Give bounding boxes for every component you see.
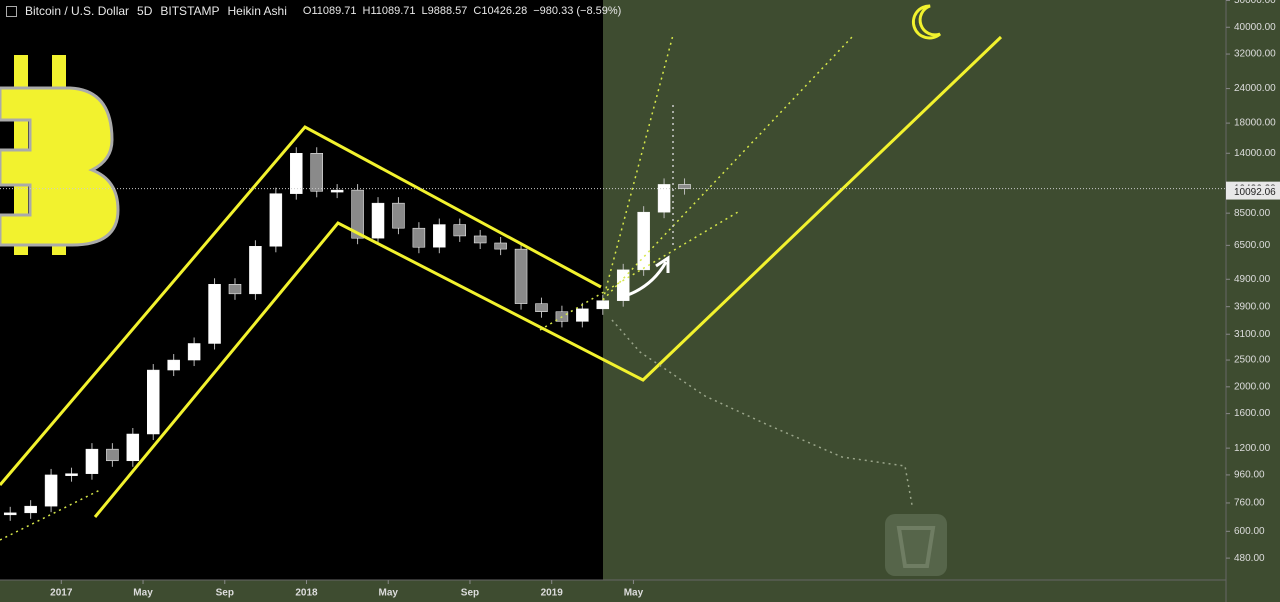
candle-body (187, 343, 201, 361)
symbol-name: Bitcoin / U.S. Dollar (25, 4, 130, 18)
y-tick-label: 3900.00 (1234, 301, 1271, 312)
candle-body (576, 308, 589, 322)
y-tick-label: 2000.00 (1234, 381, 1271, 392)
candle-body (147, 369, 160, 435)
candle-body (310, 153, 323, 192)
x-tick-label: 2017 (50, 588, 73, 599)
candle-body (678, 184, 691, 189)
candle-body (228, 284, 242, 295)
projection-line (602, 34, 674, 301)
y-tick-label: 480.00 (1234, 553, 1265, 564)
change: −980.33 (−8.59%) (533, 5, 622, 17)
marker-price-label: 10092.06 (1234, 187, 1276, 198)
candle-body (85, 448, 99, 474)
projection-line (602, 36, 853, 301)
y-tick-label: 18000.00 (1234, 118, 1276, 129)
close: C10426.28 (473, 5, 528, 17)
candle-body (637, 211, 650, 271)
y-tick-label: 6500.00 (1234, 240, 1271, 251)
candle-body (657, 184, 671, 213)
candle-body (249, 246, 262, 295)
candle-body (351, 189, 364, 239)
drawings (0, 35, 1003, 518)
y-tick-label: 1600.00 (1234, 408, 1271, 419)
exchange: BITSTAMP (160, 4, 220, 18)
candle-body (433, 224, 446, 248)
dotted-projections (0, 34, 913, 541)
y-tick-label: 3100.00 (1234, 329, 1271, 340)
moon-icon (911, 4, 941, 40)
y-tick-label: 600.00 (1234, 526, 1265, 537)
x-tick-label: May (379, 588, 399, 599)
channel-line (93, 35, 1003, 518)
high: H11089.71 (362, 5, 416, 17)
y-tick-label: 760.00 (1234, 498, 1265, 509)
projection-zone (603, 0, 1226, 580)
y-tick-label: 960.00 (1234, 470, 1265, 481)
candle-body (371, 202, 385, 239)
candle-body (412, 227, 426, 248)
x-tick-label: Sep (216, 588, 234, 599)
candle-body (269, 193, 283, 247)
candle-body (473, 235, 487, 244)
open: O11089.71 (302, 5, 357, 17)
candle-body (290, 153, 303, 194)
y-tick-label: 24000.00 (1234, 83, 1276, 94)
time-axis-bg (0, 580, 1226, 602)
low: L9888.57 (421, 5, 468, 17)
y-tick-label: 2500.00 (1234, 355, 1271, 366)
candle-body (65, 473, 78, 476)
y-tick-label: 8500.00 (1234, 208, 1271, 219)
y-tick-label: 40000.00 (1234, 22, 1276, 33)
x-tick-label: May (133, 588, 153, 599)
candle-body (126, 433, 140, 462)
projection-line (611, 319, 913, 506)
chart-style: Heikin Ashi (227, 4, 287, 18)
candle-body (616, 269, 630, 301)
x-tick-label: 2019 (541, 588, 564, 599)
candle-body (514, 248, 528, 304)
candle-body (535, 303, 548, 312)
candle-body (596, 300, 610, 310)
y-tick-label: 50000.00 (1234, 0, 1276, 6)
candle-body (24, 505, 37, 514)
candle-body (494, 242, 507, 250)
x-tick-label: 2018 (295, 588, 318, 599)
candles (3, 147, 691, 521)
candle-body (208, 284, 221, 344)
collapse-toggle[interactable] (6, 5, 17, 17)
x-tick-label: Sep (461, 588, 479, 599)
logo-b (0, 86, 120, 247)
price-axis-bg (1226, 0, 1280, 602)
marker-price-box (1226, 185, 1280, 200)
x-tick-label: May (624, 588, 644, 599)
y-tick-label: 14000.00 (1234, 148, 1276, 159)
candle-body (453, 224, 466, 237)
y-tick-label: 32000.00 (1234, 49, 1276, 60)
arrow (617, 261, 668, 300)
y-tick-label: 4900.00 (1234, 274, 1271, 285)
bitcoin-logo (0, 55, 120, 255)
candle-body (106, 448, 119, 462)
projection-line (539, 211, 739, 331)
channel-line (0, 125, 602, 486)
candle-body (44, 474, 58, 507)
ohlc: O11089.71 H11089.71 L9888.57 C10426.28 −… (303, 5, 621, 17)
candle-body (3, 512, 17, 516)
symbol-header: Bitcoin / U.S. Dollar 5D BITSTAMP Heikin… (6, 4, 621, 18)
interval: 5D (137, 4, 153, 18)
bucket-shape (896, 526, 936, 568)
arrow-head (655, 255, 670, 273)
candle-body (392, 202, 405, 229)
projection-line (0, 489, 101, 541)
candle-body (167, 359, 180, 371)
candle-body (330, 189, 344, 193)
y-tick-label: 1200.00 (1234, 443, 1271, 454)
